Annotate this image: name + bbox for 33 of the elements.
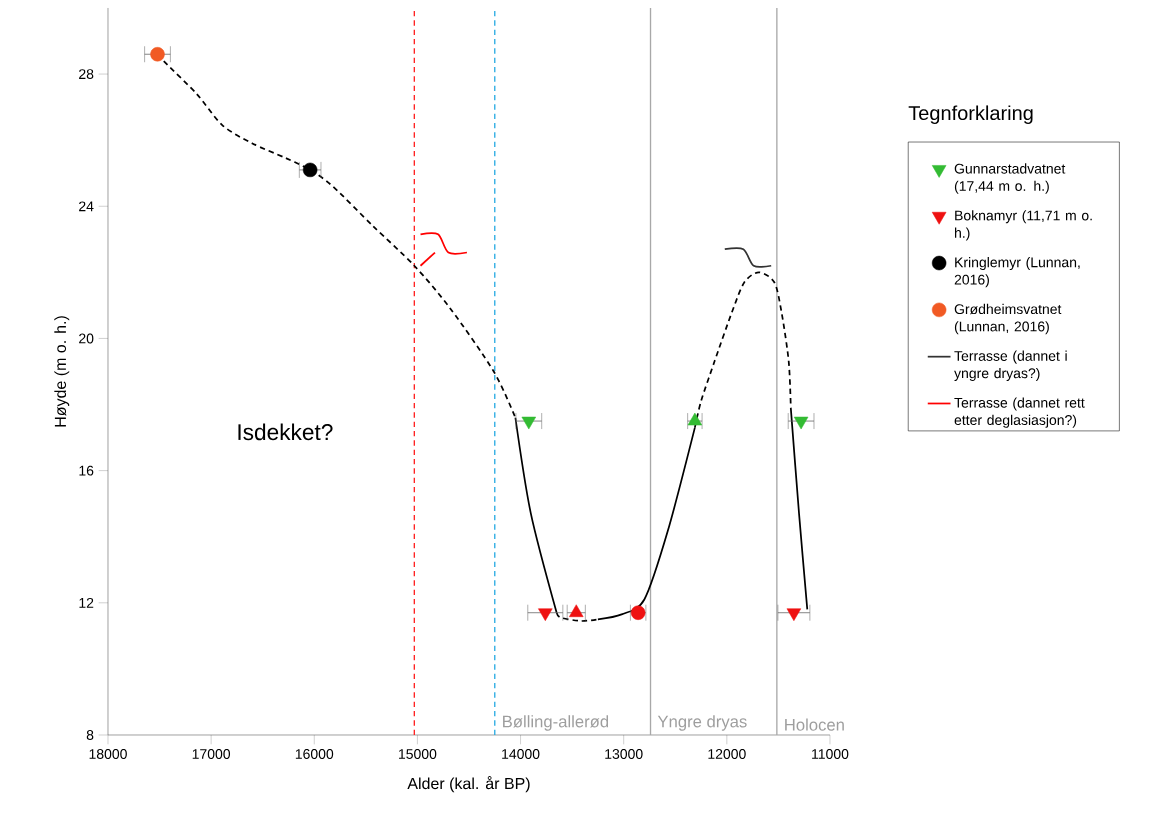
y-tick-label: 16 <box>79 465 94 476</box>
y-tick-label: 20 <box>79 333 94 344</box>
x-tick-label: 14000 <box>502 749 540 759</box>
legend-title: Tegnforklaring <box>908 105 1033 125</box>
annotation: Isdekket? <box>238 423 333 441</box>
point <box>793 416 809 430</box>
ref-line-label: Yngre dryas <box>657 715 747 731</box>
y-tick-label: 8 <box>86 730 94 740</box>
legend-label: Terrasse (dannet i yngre dryas?) <box>954 350 1067 381</box>
ref-line-label: Holocen <box>785 718 844 731</box>
ref-line-label: Bølling-allerød <box>503 715 609 731</box>
x-tick-label: 12000 <box>708 749 746 759</box>
legend-label: Grødheimsvatnet (Lunnan, 2016) <box>954 303 1062 335</box>
x-tick-label: 15000 <box>399 749 437 759</box>
point <box>538 608 553 621</box>
x-tick-label: 16000 <box>295 749 334 759</box>
legend-label: Gunnarstadvatnet (17,44 m o. h.) <box>954 163 1066 194</box>
x-axis-title: Alder (kal. år BP) <box>407 776 530 793</box>
point <box>521 416 537 430</box>
point <box>150 47 165 62</box>
legend-label: Kringlemyr (Lunnan, 2016) <box>954 256 1080 288</box>
point <box>786 608 802 621</box>
legend-label: Terrasse (dannet rett etter deglasiasjon?) <box>954 397 1085 428</box>
x-tick-label: 11000 <box>812 749 849 759</box>
x-tick-label: 18000 <box>89 749 127 759</box>
x-tick-label: 17000 <box>192 749 231 759</box>
y-tick-label: 12 <box>79 597 94 608</box>
legend-label: Boknamyr (11,71 m o. h.) <box>955 210 1092 241</box>
y-axis-title: Høyde (m o. h.) <box>54 316 70 427</box>
x-tick-label: 13000 <box>605 749 643 759</box>
point <box>302 162 318 178</box>
y-tick-label: 28 <box>79 69 94 80</box>
y-tick-label: 24 <box>79 201 94 212</box>
